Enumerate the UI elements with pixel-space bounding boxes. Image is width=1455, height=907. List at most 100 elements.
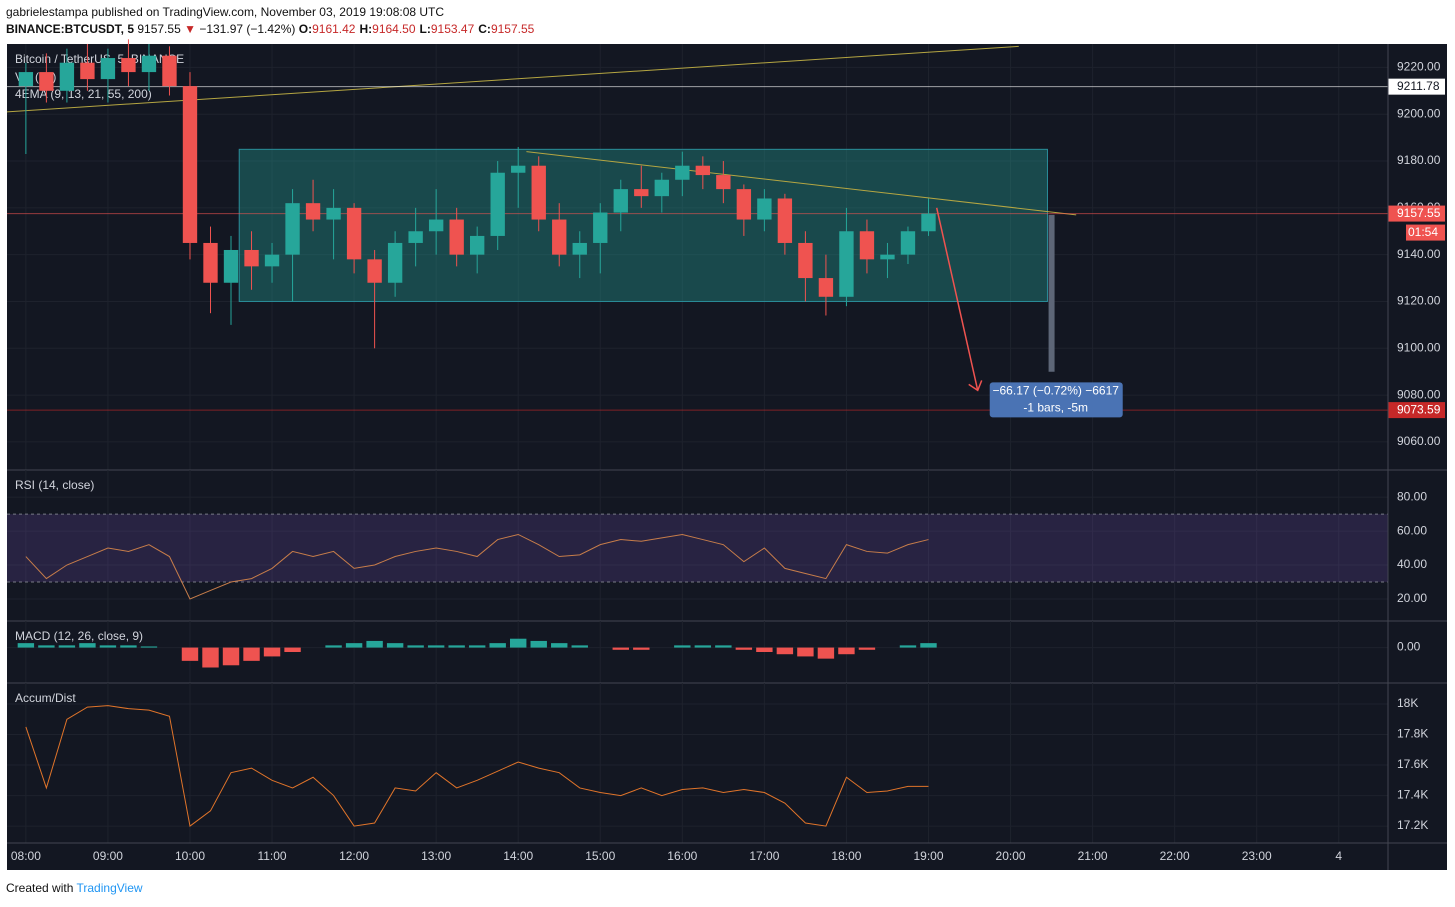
candle-body xyxy=(285,203,300,255)
histogram-bar xyxy=(489,643,506,648)
price-label-box xyxy=(1388,402,1445,419)
price: 9157.55 xyxy=(137,22,181,36)
histogram-bar xyxy=(612,647,629,650)
histogram-bar xyxy=(694,645,712,648)
ohlc: O:9161.42 H:9164.50 L:9153.47 C:9157.55 xyxy=(299,22,539,36)
y-tick-label: 18K xyxy=(1397,696,1418,710)
price-label: 9157.55 xyxy=(1397,206,1441,220)
histogram-bar xyxy=(243,647,260,661)
histogram-bar xyxy=(633,647,650,650)
histogram-bar xyxy=(263,647,281,657)
trend-line xyxy=(526,151,1077,216)
candle-body xyxy=(511,165,526,173)
y-tick-label: 60.00 xyxy=(1397,523,1427,537)
x-tick-label: 20:00 xyxy=(996,849,1026,863)
candle-body xyxy=(654,179,669,197)
down-arrow: ▼ xyxy=(184,22,196,36)
y-tick-label: 9200.00 xyxy=(1397,106,1441,120)
y-tick-label: 20.00 xyxy=(1397,591,1427,605)
y-tick-label: 17.4K xyxy=(1397,788,1428,802)
histogram-bar xyxy=(345,643,363,648)
x-tick-label: 17:00 xyxy=(749,849,779,863)
pane-title: RSI (14, close) xyxy=(15,478,94,492)
x-tick-label: 10:00 xyxy=(175,849,205,863)
histogram-bar xyxy=(38,645,55,648)
candle-body xyxy=(880,254,895,260)
y-tick-label: 17.6K xyxy=(1397,757,1428,771)
x-tick-label: 22:00 xyxy=(1160,849,1190,863)
y-tick-label: 0.00 xyxy=(1397,640,1421,654)
candle-body xyxy=(757,198,772,220)
x-tick-label: 16:00 xyxy=(667,849,697,863)
candle-body xyxy=(777,198,793,243)
y-tick-label: 9080.00 xyxy=(1397,387,1441,401)
histogram-bar xyxy=(386,643,404,648)
pane-title: Bitcoin / TetherUS, 5, BINANCE xyxy=(15,52,184,66)
candle-body xyxy=(100,58,116,80)
y-tick-label: 9140.00 xyxy=(1397,247,1441,261)
histogram-bar xyxy=(674,645,691,648)
candle-body xyxy=(39,72,54,91)
candle-body xyxy=(428,219,444,232)
pane-title: MACD (12, 26, close, 9) xyxy=(15,629,143,643)
ohlc-label: H: xyxy=(359,22,373,36)
candle-body xyxy=(839,231,854,297)
histogram-bar xyxy=(427,645,445,648)
measure-text: -1 bars, -5m xyxy=(1023,401,1088,415)
x-tick-label: 11:00 xyxy=(257,849,286,863)
measure-text: −66.17 (−0.72%) −6617 xyxy=(993,384,1120,398)
candle-body xyxy=(900,231,916,255)
histogram-bar xyxy=(776,647,794,655)
x-tick-label: 13:00 xyxy=(421,849,451,863)
candle-body xyxy=(859,231,875,260)
histogram-bar xyxy=(366,640,383,648)
histogram-bar xyxy=(120,645,137,648)
legend-entry: 4EMA (9, 13, 21, 55, 200) xyxy=(15,87,152,101)
y-tick-label: 9180.00 xyxy=(1397,153,1441,167)
x-tick-label: 4 xyxy=(1335,849,1342,863)
histogram-bar xyxy=(756,647,773,652)
created: Created with xyxy=(6,881,74,895)
candle-body xyxy=(18,72,34,87)
histogram-bar xyxy=(448,645,465,648)
indicator-line xyxy=(25,533,929,600)
author-line: gabrielestampa published on TradingView.… xyxy=(6,5,445,19)
histogram-bar xyxy=(838,647,855,655)
y-tick-label: 17.2K xyxy=(1397,818,1428,832)
x-tick-label: 12:00 xyxy=(339,849,369,863)
y-tick-label: 17.8K xyxy=(1397,727,1428,741)
histogram-bar xyxy=(858,647,876,650)
candle-body xyxy=(470,235,485,255)
histogram-bar xyxy=(797,647,814,657)
ohlc-value: 9153.47 xyxy=(430,22,475,36)
ohlc-label: O: xyxy=(298,22,313,36)
candle-body xyxy=(203,242,218,283)
candle-body xyxy=(736,189,752,220)
candle-body xyxy=(162,55,177,87)
arrow-head xyxy=(968,380,983,392)
trend-line xyxy=(6,45,1019,113)
brand: TradingView xyxy=(76,881,143,895)
ohlc-label: L: xyxy=(419,22,431,36)
candle-body xyxy=(818,278,834,297)
y-tick-label: 9220.00 xyxy=(1397,60,1441,74)
histogram-bar xyxy=(325,645,342,648)
ohlc-label: C: xyxy=(478,22,491,36)
histogram-bar xyxy=(715,645,732,648)
measure-box xyxy=(989,382,1123,418)
histogram-bar xyxy=(407,645,424,648)
price-label-box xyxy=(1388,78,1445,95)
histogram-bar xyxy=(920,643,937,648)
x-tick-label: 09:00 xyxy=(93,849,123,863)
histogram-bar xyxy=(140,646,158,648)
candle-body xyxy=(223,249,239,283)
candle-body xyxy=(244,249,259,267)
ohlc-value: 9164.50 xyxy=(372,22,416,36)
histogram-bar xyxy=(58,645,76,648)
symbol: BINANCE:BTCUSDT, 5 xyxy=(6,22,135,36)
candle-body xyxy=(59,62,75,91)
candle-body xyxy=(593,212,608,243)
histogram-bar xyxy=(510,638,527,648)
